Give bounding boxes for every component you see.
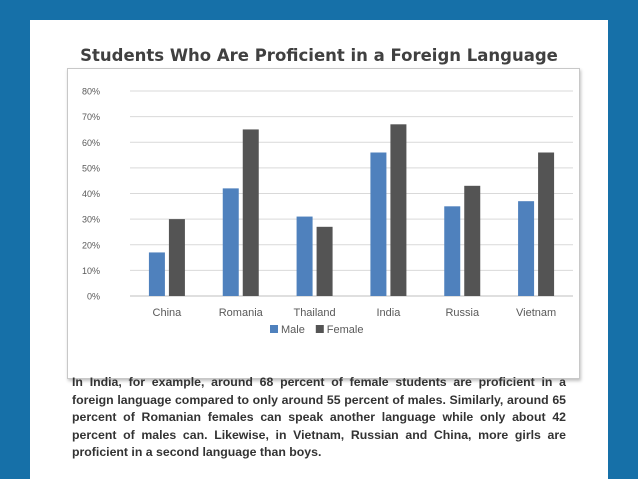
description-paragraph: In India, for example, around 68 percent… — [72, 375, 566, 460]
legend-label: Female — [327, 324, 364, 336]
bar-male-vietnam — [518, 201, 535, 296]
bar-female-india — [390, 124, 407, 296]
bar-female-romania — [242, 129, 259, 296]
bar-chart: 0% 10% 20% 30% 40% 50% 60% 70% 80% China Romania Th… — [82, 87, 573, 336]
bar-male-china — [148, 252, 165, 296]
y-tick-label: 40% — [82, 189, 100, 199]
y-tick-label: 20% — [82, 240, 100, 250]
y-tick-label: 10% — [82, 266, 100, 276]
slide: Students Who Are Proficient in a Foreign… — [30, 20, 608, 479]
x-tick-label: Russia — [445, 307, 480, 319]
chart-title: Students Who Are Proficient in a Foreign… — [80, 46, 558, 65]
y-tick-label: 30% — [82, 215, 100, 225]
legend-swatch-male — [270, 325, 278, 333]
y-tick-label: 0% — [87, 292, 100, 302]
legend-label: Male — [281, 324, 305, 336]
y-tick-label: 70% — [82, 112, 100, 122]
x-tick-label: Romania — [219, 307, 264, 319]
x-tick-label: Thailand — [293, 307, 335, 319]
x-tick-label: India — [376, 307, 401, 319]
y-tick-label: 50% — [82, 163, 100, 173]
bar-male-russia — [444, 206, 461, 296]
bar-female-russia — [464, 185, 481, 296]
legend-swatch-female — [315, 325, 324, 333]
bar-male-romania — [222, 188, 239, 296]
bar-male-india — [370, 152, 387, 296]
x-tick-label: Vietnam — [516, 307, 556, 319]
bar-female-vietnam — [538, 152, 555, 296]
bar-male-thailand — [296, 216, 313, 296]
bar-female-thailand — [316, 226, 333, 296]
y-tick-label: 80% — [82, 87, 100, 97]
chart-frame: 0% 10% 20% 30% 40% 50% 60% 70% 80% China Romania Th… — [67, 68, 580, 379]
x-tick-label: China — [153, 307, 183, 319]
y-tick-label: 60% — [82, 138, 100, 148]
bar-female-china — [168, 219, 185, 296]
